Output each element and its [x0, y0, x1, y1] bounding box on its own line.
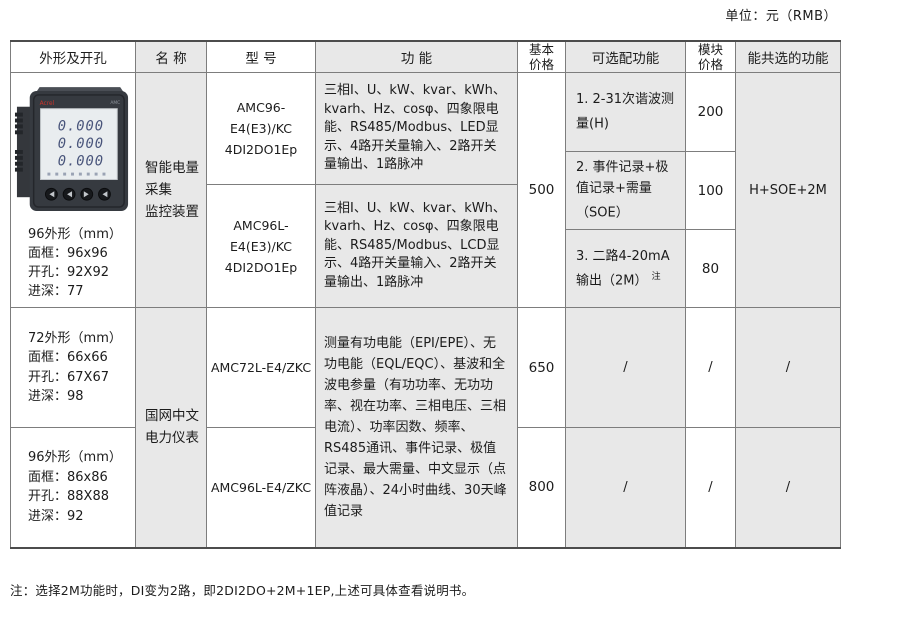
unit-label: 单位：元（RMB） — [725, 9, 837, 24]
col-header-module-price: 模块 价格 — [685, 40, 736, 73]
model-cell-amc96l-zkc: AMC96L-E4/ZKC — [206, 427, 316, 548]
svg-text:0.000: 0.000 — [58, 118, 104, 134]
meter-buttons — [44, 187, 111, 201]
table-row: 3. 二路4-20mA输出（2M） 注 80 — [11, 229, 841, 308]
model-cell-amc96: AMC96-E4(E3)/KC 4DI2DO1Ep — [206, 72, 316, 185]
price-table: 外形及开孔 名 称 型 号 功 能 基本 价格 可选配功能 模块 价格 能共选的… — [10, 40, 841, 549]
module-price-cell: / — [685, 307, 736, 428]
optional-cell-soe: 2. 事件记录+极值记录+需量（SOE） — [565, 151, 686, 230]
shape-cell-96b: 96外形（mm） 面框：86x86 开孔：88X88 进深：92 — [10, 427, 136, 548]
col-header-optional: 可选配功能 — [565, 40, 686, 73]
shape-cell-96: Acrel AMC 0.000 0.000 0.000 — [10, 72, 136, 308]
header-row: 外形及开孔 名 称 型 号 功 能 基本 价格 可选配功能 模块 价格 能共选的… — [10, 40, 841, 73]
base-price-cell: 800 — [517, 427, 566, 548]
brand-logo: Acrel — [40, 101, 55, 107]
optional-cell-harmonics: 1. 2-31次谐波测量(H) — [565, 72, 686, 152]
combinable-cell: H+SOE+2M — [735, 72, 841, 308]
shape-spec-text: 96外形（mm） 面框：96x96 开孔：92X92 进深：77 — [28, 227, 122, 299]
meter-mount-clips — [14, 112, 23, 172]
col-header-name: 名 称 — [135, 40, 207, 73]
function-cell-lcd: 三相I、U、kW、kvar、kWh、kvarh、Hz、cosφ、四象限电能、RS… — [315, 184, 518, 308]
col-header-base-price: 基本 价格 — [517, 40, 566, 73]
table-row: Acrel AMC 0.000 0.000 0.000 — [10, 72, 841, 308]
footnote: 注：选择2M功能时，DI变为2路，即2DI2DO+2M+1EP,上述可具体查看说… — [10, 583, 475, 598]
col-header-function: 功 能 — [315, 40, 518, 73]
optional-cell-2m: 3. 二路4-20mA输出（2M） 注 — [565, 229, 686, 308]
module-price-cell: / — [685, 427, 736, 548]
function-cell-led: 三相I、U、kW、kvar、kWh、kvarh、Hz、cosφ、四象限电能、RS… — [315, 72, 518, 185]
model-cell-amc72l-zkc: AMC72L-E4/ZKC — [206, 307, 316, 428]
meter-corner-label: AMC — [110, 100, 120, 106]
optional-cell-none: / — [565, 427, 686, 548]
meter-product-image: Acrel AMC 0.000 0.000 0.000 — [14, 83, 132, 221]
combinable-cell: / — [735, 307, 841, 428]
base-price-cell: 650 — [517, 307, 566, 428]
name-cell-state-grid: 国网中文 电力仪表 — [135, 307, 207, 548]
col-header-shape: 外形及开孔 — [10, 40, 136, 73]
shape-cell-72: 72外形（mm） 面框：66x66 开孔：67X67 进深：98 — [10, 307, 136, 428]
svg-text:0.000: 0.000 — [58, 154, 104, 170]
table-row: AMC96L-E4(E3)/KC 4DI2DO1Ep 三相I、U、kW、kvar… — [11, 184, 841, 308]
col-header-combinable: 能共选的功能 — [735, 40, 841, 73]
table-row: 2. 事件记录+极值记录+需量（SOE） 100 — [11, 151, 841, 230]
svg-text:0.000: 0.000 — [58, 136, 104, 152]
module-price-cell: 80 — [685, 229, 736, 308]
col-header-model: 型 号 — [206, 40, 316, 73]
combinable-cell: / — [735, 427, 841, 548]
table-row: 72外形（mm） 面框：66x66 开孔：67X67 进深：98 国网中文 电力… — [10, 307, 841, 548]
meter-lcd-screen — [40, 108, 118, 180]
module-price-cell: 200 — [685, 72, 736, 152]
function-cell-zkc: 测量有功电能（EPI/EPE）、无功电能（EQL/EQC）、基波和全波电参量（有… — [315, 307, 518, 548]
module-price-cell: 100 — [685, 151, 736, 230]
optional-cell-none: / — [565, 307, 686, 428]
model-cell-amc96l: AMC96L-E4(E3)/KC 4DI2DO1Ep — [206, 184, 316, 308]
base-price-cell: 500 — [517, 72, 566, 308]
table-row: 96外形（mm） 面框：86x86 开孔：88X88 进深：92 AMC96L-… — [10, 427, 841, 548]
name-cell-smart-meter: 智能电量 采集 监控装置 — [135, 72, 207, 308]
meter-lcd-ticks — [47, 172, 106, 176]
